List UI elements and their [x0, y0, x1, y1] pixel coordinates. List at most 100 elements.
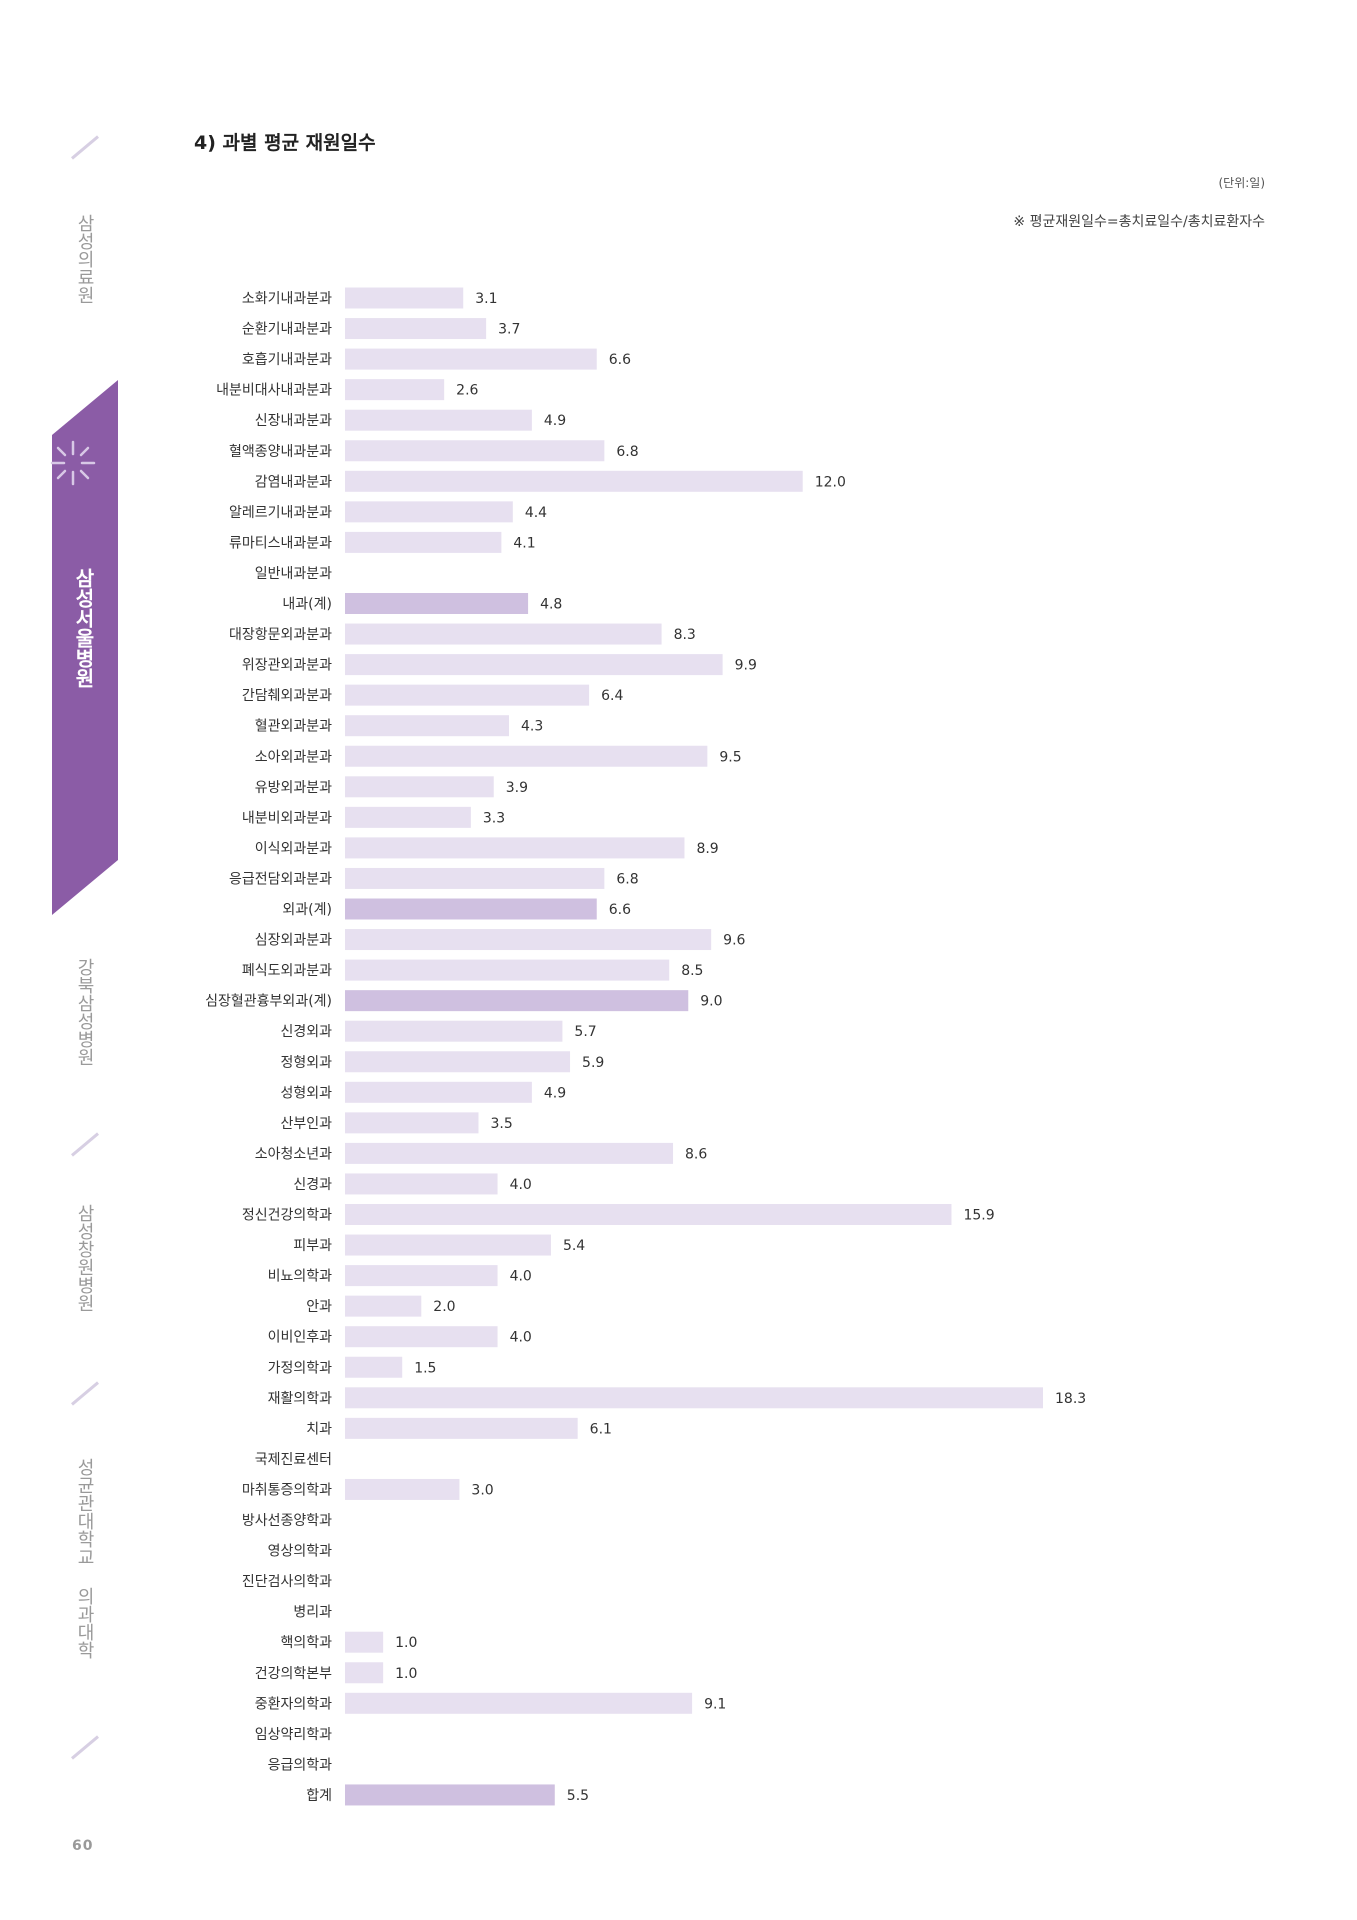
category-label: 류마티스내과분과	[229, 535, 332, 551]
bar	[345, 1417, 578, 1439]
value-label: 9.9	[735, 658, 757, 674]
burst-icon	[50, 440, 96, 486]
sidebar-item-samsung-medical[interactable]: 삼성의료원	[74, 214, 95, 304]
bar	[345, 1662, 384, 1684]
bar	[345, 1142, 674, 1164]
bar	[345, 715, 510, 737]
category-label: 건강의학본부	[255, 1666, 332, 1682]
value-label: 8.3	[674, 627, 696, 643]
category-label: 피부과	[293, 1238, 332, 1254]
value-label: 4.9	[544, 413, 566, 429]
value-label: 18.3	[1055, 1391, 1086, 1407]
bar	[345, 806, 471, 828]
value-label: 6.6	[609, 352, 631, 368]
bar	[345, 1478, 460, 1500]
value-label: 4.0	[510, 1177, 532, 1193]
category-label: 알레르기내과분과	[229, 505, 332, 521]
bar	[345, 1692, 693, 1714]
category-label: 응급의학과	[268, 1757, 333, 1773]
category-label: 신경과	[293, 1177, 332, 1193]
bar	[345, 1326, 498, 1348]
value-label: 8.6	[685, 1146, 707, 1162]
bar	[345, 1387, 1043, 1409]
bar	[345, 1020, 563, 1042]
value-label: 8.5	[681, 963, 703, 979]
value-label: 2.0	[433, 1299, 455, 1315]
value-label: 6.4	[601, 688, 623, 704]
sidebar-item-skku-medicine[interactable]: 성균관대학교 의과대학	[74, 1458, 95, 1659]
bar	[345, 1081, 532, 1103]
category-label: 혈관외과분과	[255, 719, 332, 735]
category-label: 병리과	[293, 1605, 332, 1621]
sidebar-item-kangbuk[interactable]: 강북삼성병원	[74, 958, 95, 1066]
sidebar-item-samsung-seoul[interactable]: 삼성서울병원	[71, 568, 96, 688]
category-label: 합계	[306, 1788, 332, 1804]
value-label: 9.5	[719, 749, 741, 765]
category-label: 신장내과분과	[255, 413, 332, 429]
bar	[345, 959, 670, 981]
category-label: 응급전담외과분과	[229, 871, 332, 887]
value-label: 4.4	[525, 505, 547, 521]
sidebar-active-tab[interactable]	[52, 380, 118, 915]
value-label: 3.0	[471, 1482, 493, 1498]
category-label: 정신건강의학과	[242, 1208, 332, 1224]
value-label: 3.7	[498, 322, 520, 338]
category-label: 호흡기내과분과	[242, 352, 332, 368]
category-label: 소아외과분과	[255, 749, 332, 765]
category-label: 감염내과분과	[255, 474, 332, 490]
category-label: 영상의학과	[268, 1544, 333, 1560]
bar	[345, 470, 803, 492]
category-label: 국제진료센터	[255, 1452, 332, 1468]
bar	[345, 531, 502, 553]
category-label: 폐식도외과분과	[242, 963, 332, 979]
value-label: 4.3	[521, 719, 543, 735]
category-label: 간담췌외과분과	[242, 688, 332, 704]
value-label: 9.1	[704, 1696, 726, 1712]
sidebar-item-changwon[interactable]: 삼성창원병원	[74, 1204, 95, 1312]
category-label: 방사선종양학과	[242, 1513, 332, 1529]
category-label: 마취통증의학과	[242, 1482, 332, 1498]
category-label: 비뇨의학과	[268, 1269, 333, 1285]
category-label: 핵의학과	[280, 1635, 332, 1651]
value-label: 6.8	[616, 444, 638, 460]
value-label: 12.0	[815, 474, 846, 490]
category-label: 혈액종양내과분과	[229, 444, 332, 460]
category-label: 안과	[306, 1299, 332, 1315]
bar	[345, 1631, 384, 1653]
value-label: 3.1	[475, 291, 497, 307]
value-label: 3.3	[483, 810, 505, 826]
category-label: 소아청소년과	[255, 1146, 332, 1162]
bar	[345, 1234, 551, 1256]
value-label: 2.6	[456, 383, 478, 399]
bar	[345, 1265, 498, 1287]
category-label: 유방외과분과	[255, 780, 332, 796]
bar	[345, 287, 464, 309]
value-label: 3.5	[490, 1116, 512, 1132]
bar	[345, 1295, 422, 1317]
unit-label: (단위:일)	[1218, 176, 1265, 190]
value-label: 3.9	[506, 780, 528, 796]
bar	[345, 379, 445, 401]
category-label: 이식외과분과	[255, 841, 332, 857]
value-label: 5.9	[582, 1055, 604, 1071]
page-number: 60	[72, 1838, 94, 1854]
category-label: 위장관외과분과	[242, 658, 332, 674]
category-label: 소화기내과분과	[242, 291, 332, 307]
value-label: 15.9	[963, 1208, 994, 1224]
bar	[345, 1356, 403, 1378]
bar	[345, 990, 689, 1012]
category-label: 이비인후과	[268, 1330, 333, 1346]
bar	[345, 348, 597, 370]
category-label: 치과	[306, 1421, 332, 1437]
value-label: 4.9	[544, 1085, 566, 1101]
category-label: 성형외과	[280, 1085, 332, 1101]
value-label: 1.0	[395, 1635, 417, 1651]
category-label: 진단검사의학과	[242, 1574, 332, 1590]
value-label: 6.1	[590, 1421, 612, 1437]
category-label: 재활의학과	[268, 1391, 333, 1407]
bar	[345, 1204, 952, 1225]
category-label: 내과(계)	[282, 597, 332, 613]
category-label: 대장항문외과분과	[229, 627, 332, 643]
bar	[345, 409, 532, 431]
